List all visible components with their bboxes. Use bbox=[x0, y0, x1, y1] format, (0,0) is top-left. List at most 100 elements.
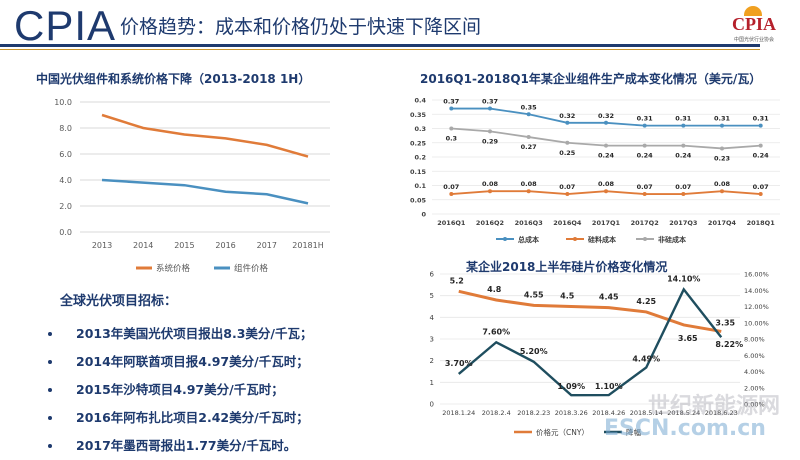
data-point bbox=[604, 120, 608, 125]
series-line bbox=[457, 287, 723, 397]
data-label: 0.3 bbox=[446, 135, 458, 143]
data-label: 0.37 bbox=[443, 98, 459, 106]
right-bottom-chart-title: 某企业2018上半年硅片价格变化情况 bbox=[466, 260, 668, 274]
data-point bbox=[565, 120, 570, 125]
legend-label: 硅料成本 bbox=[588, 235, 616, 244]
data-point bbox=[565, 140, 570, 145]
data-label: 5.2 bbox=[450, 276, 464, 285]
x-tick-label: 2018.2.23 bbox=[517, 409, 550, 417]
cpia-wordmark: CPIA bbox=[14, 2, 117, 49]
projects-heading: 全球光伏项目招标： bbox=[60, 294, 178, 309]
series-line bbox=[101, 178, 309, 205]
list-item: 2014年阿联酋项目报4.97美分/千瓦时； bbox=[48, 348, 313, 376]
list-item: 2017年墨西哥报出1.77美分/千瓦时。 bbox=[48, 432, 313, 460]
data-label: 0.08 bbox=[521, 180, 538, 188]
y-tick-label: 0.35 bbox=[410, 111, 427, 119]
data-label: 0.08 bbox=[714, 180, 731, 188]
y-tick-label: 2.0 bbox=[59, 202, 72, 211]
data-label: 4.55 bbox=[524, 290, 544, 299]
x-tick-label: 2016Q4 bbox=[553, 219, 582, 227]
data-label: 4.5 bbox=[560, 292, 575, 301]
y2-tick-label: 14.00% bbox=[744, 287, 769, 295]
price-decline-chart: 0.0 2.0 4.0 6.0 8.0 10.0 2013 2014 2015 2016 2017 2… bbox=[54, 98, 330, 274]
legend-label: 系统价格 bbox=[156, 263, 191, 274]
x-tick-label: 2015 bbox=[174, 241, 194, 250]
x-tick-label: 2017Q4 bbox=[708, 219, 737, 227]
x-tick-label: 2018.5.24 bbox=[667, 409, 700, 417]
list-item-text: 2015年沙特项目4.97美分/千瓦时； bbox=[76, 382, 284, 397]
y-tick-label: 10.0 bbox=[54, 98, 72, 107]
x-tick-label: 2018.5.14 bbox=[630, 409, 663, 417]
data-label: 0.25 bbox=[559, 149, 576, 157]
corner-logo-org: 中国光伏行业协会 bbox=[733, 37, 774, 43]
y2-tick-label: 8.00% bbox=[744, 336, 765, 344]
data-label: 5.20% bbox=[520, 347, 548, 356]
x-tick-label: 2016 bbox=[215, 241, 235, 250]
x-tick-label: 2018.2.4 bbox=[482, 409, 511, 417]
x-tick-label: 2016Q2 bbox=[476, 219, 504, 227]
wafer-price-chart: 0 1 2 3 4 5 6 0.00% 2.00% 4.00% 6.00% 8.00% 10.00% 12… bbox=[430, 271, 769, 438]
data-label: 0.31 bbox=[675, 115, 692, 123]
data-label: 0.07 bbox=[753, 183, 769, 191]
bullet-icon bbox=[48, 360, 52, 364]
data-point bbox=[526, 135, 531, 140]
data-label: 0.29 bbox=[482, 137, 499, 145]
list-item-text: 2016年阿布扎比项目2.42美分/千瓦时； bbox=[76, 410, 309, 425]
data-label: 0.24 bbox=[598, 152, 615, 160]
data-label: 0.31 bbox=[714, 115, 731, 123]
watermark-url: ESCN.com.cn bbox=[604, 416, 766, 441]
y-tick-label: 0.3 bbox=[414, 125, 426, 133]
right-top-chart-title: 2016Q1-2018Q1年某企业组件生产成本变化情况（美元/瓦） bbox=[420, 72, 762, 86]
x-tick-label: 2018.6.23 bbox=[705, 409, 738, 417]
data-point bbox=[642, 143, 647, 148]
y-tick-label: 0.05 bbox=[410, 196, 427, 204]
y-tick-label: 0.25 bbox=[410, 139, 427, 147]
legend-label: 价格元（CNY） bbox=[536, 427, 589, 437]
y-tick-label: 5 bbox=[430, 292, 434, 300]
data-label: 0.24 bbox=[675, 152, 692, 160]
slide-title: 价格趋势：成本和价格仍处于快速下降区间 bbox=[120, 16, 482, 38]
y-tick-label: 1 bbox=[430, 379, 434, 387]
y-tick-label: 3 bbox=[430, 336, 434, 344]
data-label: 0.07 bbox=[675, 183, 691, 191]
bullet-icon bbox=[48, 416, 52, 420]
data-label: 0.31 bbox=[753, 115, 770, 123]
data-label: 0.08 bbox=[482, 180, 499, 188]
list-item: 2016年阿布扎比项目2.42美分/千瓦时； bbox=[48, 404, 313, 432]
y2-tick-label: 10.00% bbox=[744, 319, 769, 327]
y-tick-label: 8.0 bbox=[59, 124, 72, 133]
data-point bbox=[604, 189, 608, 194]
data-label: 1.10% bbox=[595, 382, 623, 391]
data-point bbox=[720, 123, 724, 128]
x-tick-label: 20181H bbox=[292, 241, 323, 250]
data-label: 7.60% bbox=[482, 327, 510, 336]
data-label: 3.70% bbox=[445, 359, 473, 368]
list-item-text: 2014年阿联酋项目报4.97美分/千瓦时； bbox=[76, 354, 309, 369]
data-label: 0.32 bbox=[598, 112, 614, 120]
data-point bbox=[642, 123, 647, 128]
y2-tick-label: 12.00% bbox=[744, 303, 769, 311]
data-point bbox=[681, 143, 686, 148]
data-point bbox=[681, 123, 686, 128]
x-tick-label: 2017Q2 bbox=[631, 219, 659, 227]
data-point bbox=[488, 129, 492, 134]
data-point bbox=[681, 192, 686, 197]
x-tick-label: 2014 bbox=[133, 241, 153, 250]
y2-tick-label: 0.00% bbox=[744, 401, 765, 409]
data-point bbox=[758, 123, 763, 128]
cpia-corner-logo: CPIA 中国光伏行业协会 bbox=[718, 4, 790, 48]
data-label: 0.07 bbox=[559, 183, 575, 191]
legend-marker bbox=[643, 237, 647, 241]
data-point bbox=[526, 189, 531, 194]
x-tick-label: 2016Q3 bbox=[515, 219, 543, 227]
data-point bbox=[604, 143, 608, 148]
bullet-icon bbox=[48, 444, 52, 448]
header-rule-gold bbox=[0, 49, 760, 50]
data-label: 14.10% bbox=[667, 274, 700, 283]
y-tick-label: 4 bbox=[430, 314, 435, 322]
x-tick-label: 2018Q1 bbox=[747, 219, 776, 227]
corner-logo-text: CPIA bbox=[732, 14, 776, 34]
y-tick-label: 0.2 bbox=[414, 154, 426, 162]
y2-tick-label: 2.00% bbox=[744, 384, 765, 392]
y-tick-label: 4.0 bbox=[59, 176, 72, 185]
